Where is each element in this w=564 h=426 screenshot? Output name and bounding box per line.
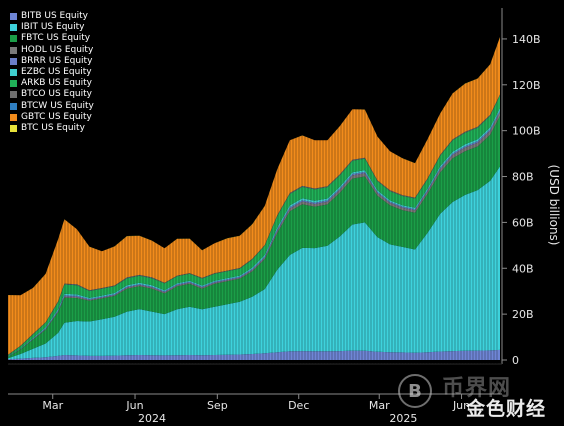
y-tick-label: 40B <box>512 262 534 275</box>
legend-item: BTCO US Equity <box>10 89 128 100</box>
y-axis-title: (USD billions) <box>547 165 561 246</box>
legend-swatch <box>10 80 17 88</box>
legend-item: ARKB US Equity <box>10 78 128 89</box>
x-tick-label: Sep <box>207 399 228 412</box>
legend-item: FBTC US Equity <box>10 33 128 44</box>
x-tick-label: Dec <box>288 399 309 412</box>
legend-swatch <box>10 57 17 65</box>
legend-item: IBIT US Equity <box>10 22 128 33</box>
x-tick-label: Mar <box>42 399 63 412</box>
legend-swatch <box>10 113 17 121</box>
x-tick-label: Mar <box>369 399 390 412</box>
area-ibit-us-equity <box>8 166 500 360</box>
legend-swatch <box>10 102 17 110</box>
legend-item: BTCW US Equity <box>10 101 128 112</box>
y-tick-label: 0 <box>512 354 519 367</box>
legend-label: ARKB US Equity <box>21 78 92 89</box>
legend-swatch <box>10 91 17 99</box>
legend-label: HODL US Equity <box>21 44 94 55</box>
legend-item: BRRR US Equity <box>10 56 128 67</box>
legend-swatch <box>10 35 17 43</box>
legend-swatch <box>10 13 17 21</box>
watermark-logo-icon: B <box>398 374 432 408</box>
x-year-label: 2024 <box>138 412 166 425</box>
legend-swatch <box>10 124 17 132</box>
legend-label: FBTC US Equity <box>21 33 91 44</box>
legend-swatch <box>10 24 17 32</box>
legend-item: BTC US Equity <box>10 123 128 134</box>
legend-item: BITB US Equity <box>10 11 128 22</box>
legend-label: IBIT US Equity <box>21 22 85 33</box>
chart-legend: BITB US Equity IBIT US Equity FBTC US Equi… <box>10 11 128 135</box>
watermark-text-bottom: 金色财经 <box>466 398 547 420</box>
legend-swatch <box>10 69 17 77</box>
legend-item: HODL US Equity <box>10 45 128 56</box>
area-bitb-us-equity <box>8 349 500 360</box>
y-tick-label: 60B <box>512 216 534 229</box>
y-tick-label: 140B <box>512 33 541 46</box>
legend-label: EZBC US Equity <box>21 67 92 78</box>
area-layers <box>8 37 500 360</box>
y-tick-label: 20B <box>512 308 534 321</box>
legend-label: BTCO US Equity <box>21 89 92 100</box>
area-fbtc-us-equity <box>8 116 500 359</box>
area-gbtc-us-equity <box>8 37 500 355</box>
legend-label: GBTC US Equity <box>21 111 92 122</box>
x-year-label: 2025 <box>389 412 417 425</box>
watermark-text-top: 币界网 <box>442 376 512 401</box>
y-tick-label: 80B <box>512 171 534 184</box>
legend-label: BTC US Equity <box>21 122 85 133</box>
x-tick-label: Jun <box>452 399 470 412</box>
watermark: B 币界网 金色财经 <box>398 370 548 420</box>
legend-label: BITB US Equity <box>21 11 88 22</box>
y-tick-label: 100B <box>512 125 541 138</box>
y-tick-label: 120B <box>512 79 541 92</box>
legend-swatch <box>10 46 17 54</box>
legend-label: BTCW US Equity <box>21 100 94 111</box>
x-tick-label: Jun <box>125 399 143 412</box>
legend-item: GBTC US Equity <box>10 112 128 123</box>
legend-label: BRRR US Equity <box>21 55 93 66</box>
legend-item: EZBC US Equity <box>10 67 128 78</box>
